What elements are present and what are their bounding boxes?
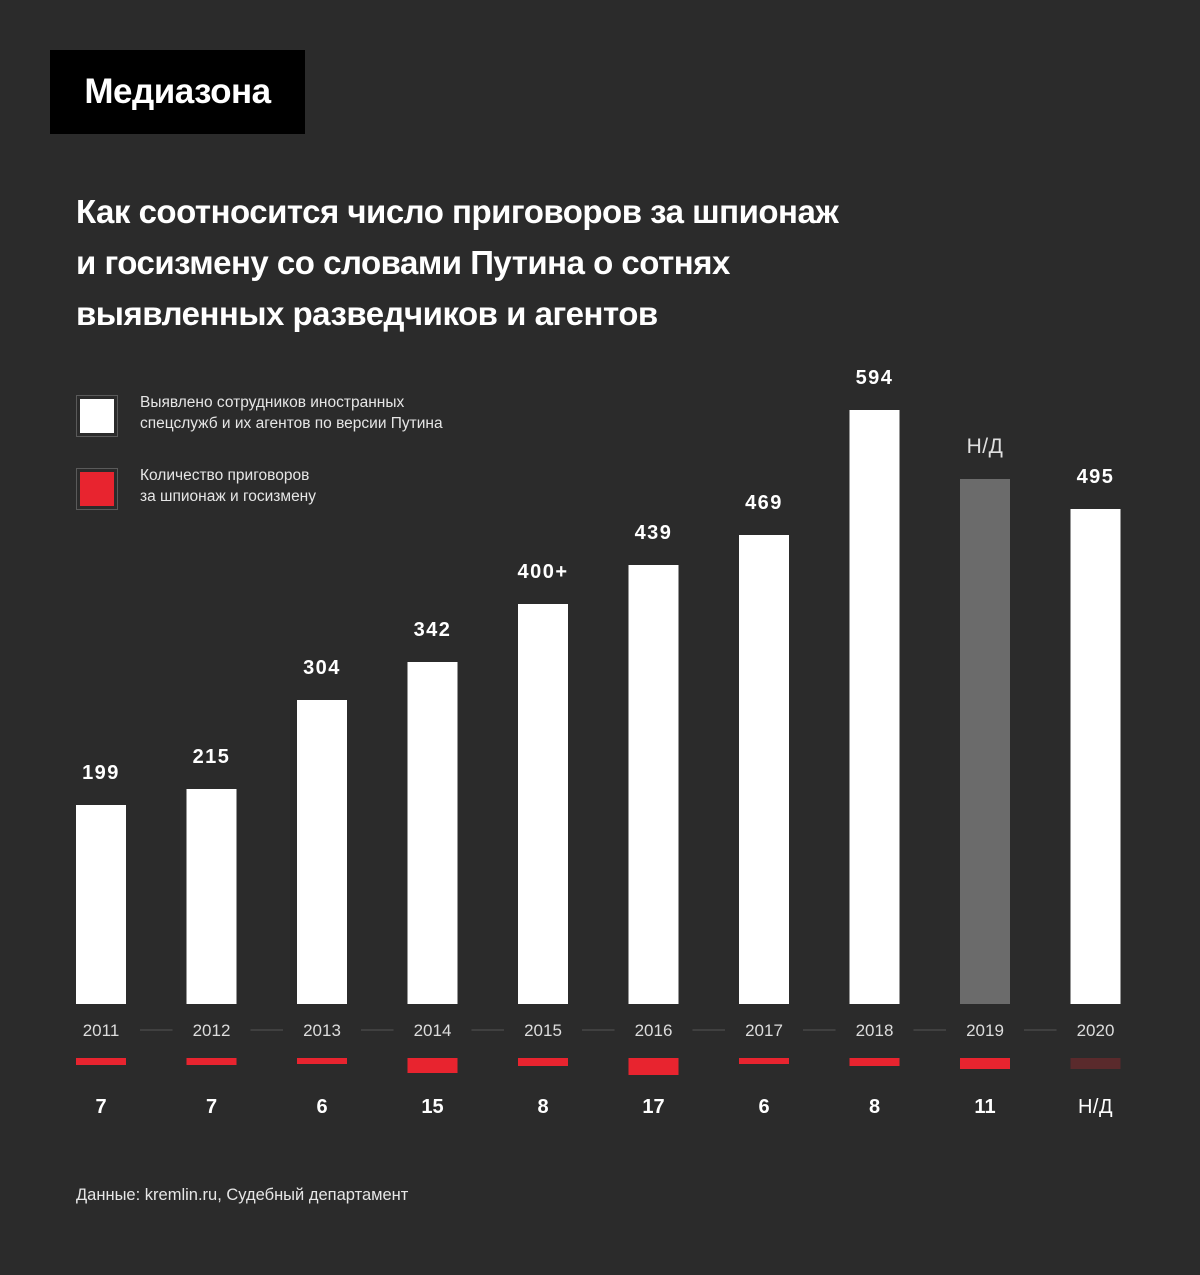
legend-item-sentences: Количество приговоров за шпионаж и госиз… bbox=[76, 465, 500, 510]
legend-label-agents: Выявлено сотрудников иностранных спецслу… bbox=[140, 392, 500, 434]
sentences-bar bbox=[76, 1058, 126, 1065]
sentences-value-label: 6 bbox=[316, 1096, 327, 1118]
sentences-bar bbox=[628, 1058, 679, 1075]
sentences-bar bbox=[407, 1058, 458, 1073]
sentences-value-label: 7 bbox=[95, 1096, 106, 1118]
legend-label-line: Выявлено сотрудников иностранных bbox=[140, 394, 405, 411]
chart-title: Как соотносится число приговоров за шпио… bbox=[76, 186, 1076, 339]
chart-title-line: выявленных разведчиков и агентов bbox=[76, 295, 658, 332]
sentences-value-label: 8 bbox=[537, 1096, 548, 1118]
sentences-bar bbox=[739, 1058, 789, 1064]
year-tick-label: 2020 bbox=[1077, 1021, 1115, 1040]
sentences-bar bbox=[518, 1058, 568, 1066]
sentences-value-label: 11 bbox=[974, 1096, 995, 1118]
legend-label-line: Количество приговоров bbox=[140, 467, 310, 484]
sentences-bar bbox=[297, 1058, 347, 1064]
sentences-bar bbox=[186, 1058, 237, 1065]
agents-value-label: 495 bbox=[1077, 466, 1115, 488]
agents-value-label: 199 bbox=[82, 762, 120, 784]
chart-title-line: Как соотносится число приговоров за шпио… bbox=[76, 193, 839, 230]
year-tick-label: 2014 bbox=[414, 1021, 452, 1040]
agents-value-label: 400+ bbox=[517, 561, 568, 583]
agents-bar bbox=[186, 789, 237, 1004]
agents-bar bbox=[407, 662, 458, 1004]
agents-bar bbox=[849, 410, 900, 1004]
legend-item-agents: Выявлено сотрудников иностранных спецслу… bbox=[76, 392, 500, 437]
agents-bar bbox=[518, 604, 568, 1004]
sentences-value-label: 8 bbox=[869, 1096, 880, 1118]
agents-value-label: 594 bbox=[856, 367, 894, 389]
legend-label-line: за шпионаж и госизмену bbox=[140, 488, 316, 505]
year-tick-label: 2017 bbox=[745, 1021, 783, 1040]
sentences-bar bbox=[849, 1058, 900, 1066]
agents-value-label: 469 bbox=[745, 492, 783, 514]
sentences-bar bbox=[960, 1058, 1010, 1069]
sentences-value-label: 17 bbox=[642, 1096, 664, 1118]
brand-logo-text: Медиазона bbox=[84, 72, 271, 111]
year-tick-label: 2013 bbox=[303, 1021, 341, 1040]
year-tick-label: 2018 bbox=[856, 1021, 894, 1040]
legend-swatch-agents bbox=[80, 399, 114, 433]
year-tick-label: 2011 bbox=[83, 1021, 120, 1040]
agents-bar bbox=[628, 565, 679, 1004]
agents-bar bbox=[76, 805, 126, 1004]
year-tick-label: 2012 bbox=[193, 1021, 231, 1040]
agents-value-label: 215 bbox=[193, 746, 231, 768]
agents-value-label: 439 bbox=[635, 522, 673, 544]
year-tick-label: 2019 bbox=[966, 1021, 1004, 1040]
sentences-value-label: 7 bbox=[206, 1096, 217, 1118]
agents-bar bbox=[297, 700, 347, 1004]
sentences-bar bbox=[1070, 1058, 1121, 1069]
legend-swatch-sentences bbox=[80, 472, 114, 506]
agents-value-label: Н/Д bbox=[967, 435, 1004, 458]
agents-value-label: 304 bbox=[303, 657, 341, 679]
year-tick-label: 2016 bbox=[635, 1021, 673, 1040]
brand-logo: Медиазона bbox=[50, 50, 305, 134]
agents-bar bbox=[1070, 509, 1121, 1004]
legend-label-line: спецслужб и их агентов по версии Путина bbox=[140, 415, 443, 432]
legend-label-sentences: Количество приговоров за шпионаж и госиз… bbox=[140, 465, 500, 507]
chart-title-line: и госизмену со словами Путина о сотнях bbox=[76, 244, 730, 281]
sentences-value-label: 15 bbox=[421, 1096, 443, 1118]
legend-swatch-frame bbox=[76, 395, 118, 437]
sentences-value-label: 6 bbox=[758, 1096, 769, 1118]
agents-bar bbox=[960, 479, 1010, 1004]
year-tick-label: 2015 bbox=[524, 1021, 562, 1040]
agents-bar bbox=[739, 535, 789, 1004]
agents-value-label: 342 bbox=[414, 619, 452, 641]
sentences-value-label: Н/Д bbox=[1078, 1096, 1113, 1118]
source-note: Данные: kremlin.ru, Судебный департамент bbox=[76, 1186, 409, 1204]
legend-swatch-frame bbox=[76, 468, 118, 510]
